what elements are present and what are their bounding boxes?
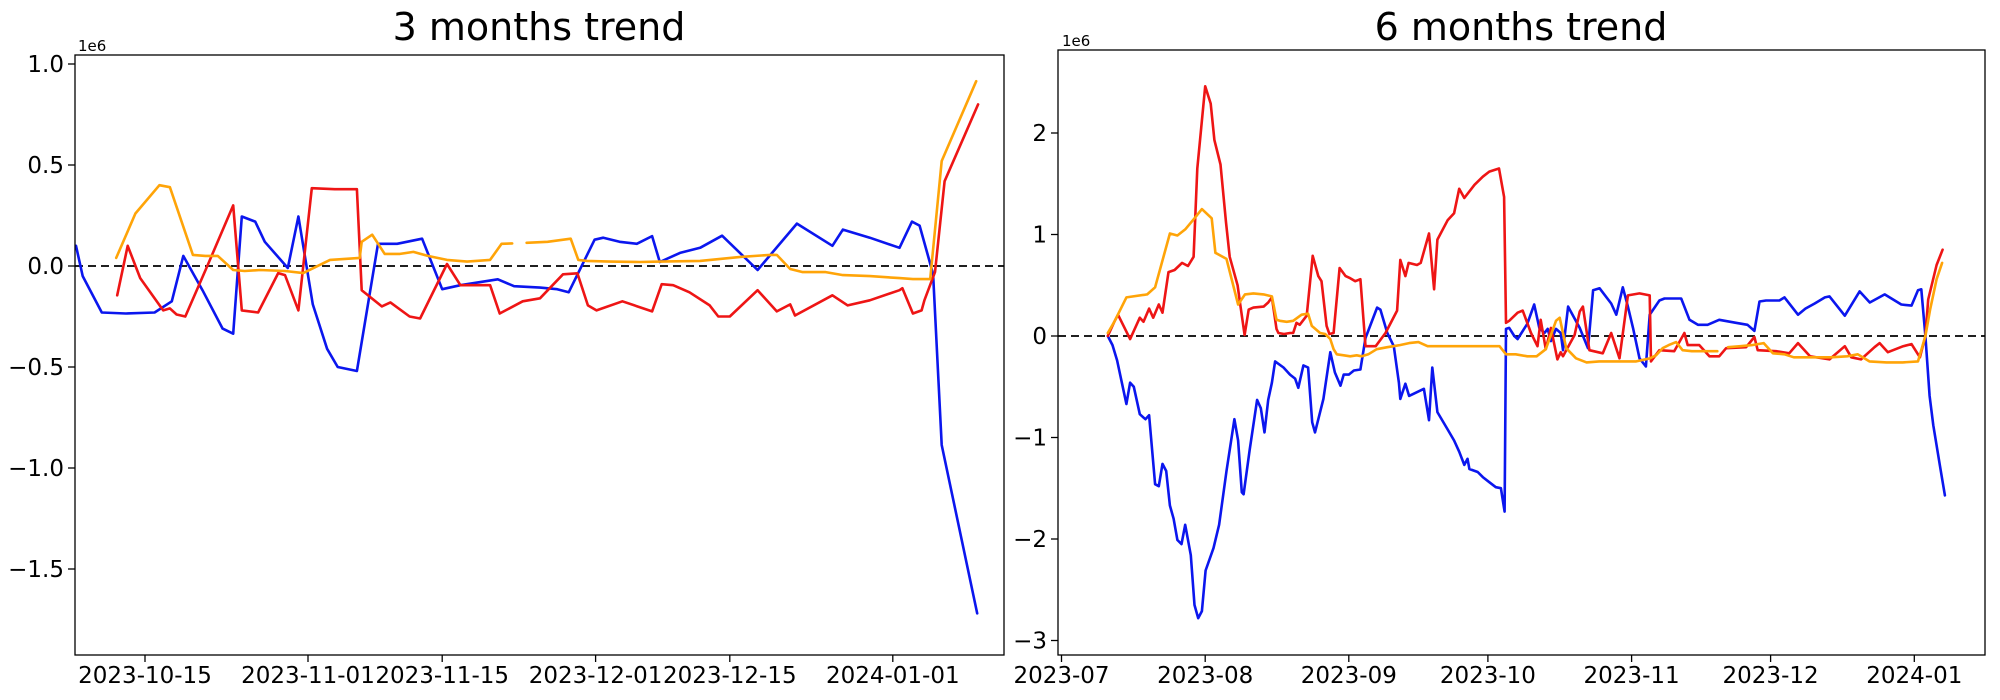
- x-tick-label: 2023-08: [1157, 663, 1253, 689]
- x-tick-label: 2023-07: [1013, 663, 1109, 689]
- series-line-red: [1106, 85, 1944, 363]
- x-tick-label: 2023-12-01: [529, 663, 663, 689]
- x-tick-label: 2023-11-15: [375, 663, 509, 689]
- y-tick-label: −3: [1013, 629, 1047, 655]
- y-tick-label: −1.0: [8, 456, 64, 482]
- chart-3-months-trend: 3 months trend 1e6 1.0 0.5 0.0 −0.5 −1.0 −1.5…: [8, 5, 1005, 689]
- chart-6-months-trend: 6 months trend 1e6 2 1 0 −1 −2 −3 2023-07 2023-…: [1013, 5, 1986, 689]
- chart-title: 6 months trend: [1375, 5, 1668, 49]
- series-line-orange: [114, 79, 978, 281]
- x-tick-label: 2023-11-01: [241, 663, 375, 689]
- y-axis-offset-label: 1e6: [78, 37, 106, 55]
- series-line-blue: [74, 215, 979, 615]
- y-tick-label: −0.5: [8, 355, 64, 381]
- x-tick-label: 2023-10-15: [78, 663, 212, 689]
- plot-area-border: [1057, 49, 1986, 656]
- x-tick-label: 2023-09: [1301, 663, 1397, 689]
- y-tick-label: −2: [1013, 527, 1047, 553]
- chart-title: 3 months trend: [393, 5, 686, 49]
- series-line-blue: [1106, 286, 1947, 620]
- y-tick-label: 2: [1032, 121, 1047, 147]
- x-tick-label: 2023-12: [1723, 663, 1819, 689]
- y-tick-label: 1.0: [27, 52, 64, 78]
- y-axis-offset-label: 1e6: [1062, 32, 1090, 50]
- axes-layer: 2 1 0 −1 −2 −3 2023-07 2023-08 2023-09 2023-10 202…: [1013, 49, 1986, 689]
- x-tick-label: 2024-01-01: [826, 663, 960, 689]
- x-tick-label: 2024-01: [1866, 663, 1962, 689]
- plot-area-border: [74, 54, 1005, 656]
- y-tick-label: 0: [1032, 324, 1047, 350]
- axes-layer: 1.0 0.5 0.0 −0.5 −1.0 −1.5 2023-10-15 2023-11-0…: [8, 52, 1005, 689]
- x-tick-label: 2023-11: [1584, 663, 1680, 689]
- y-tick-label: 0.5: [27, 153, 64, 179]
- y-tick-label: −1: [1013, 426, 1047, 452]
- series-line-red: [115, 103, 980, 320]
- x-tick-label: 2023-10: [1440, 663, 1536, 689]
- y-tick-label: −1.5: [8, 557, 64, 583]
- y-tick-label: 1: [1032, 223, 1047, 249]
- y-tick-label: 0.0: [27, 254, 64, 280]
- x-tick-label: 2023-12-15: [663, 663, 797, 689]
- series-line-orange: [1106, 207, 1944, 364]
